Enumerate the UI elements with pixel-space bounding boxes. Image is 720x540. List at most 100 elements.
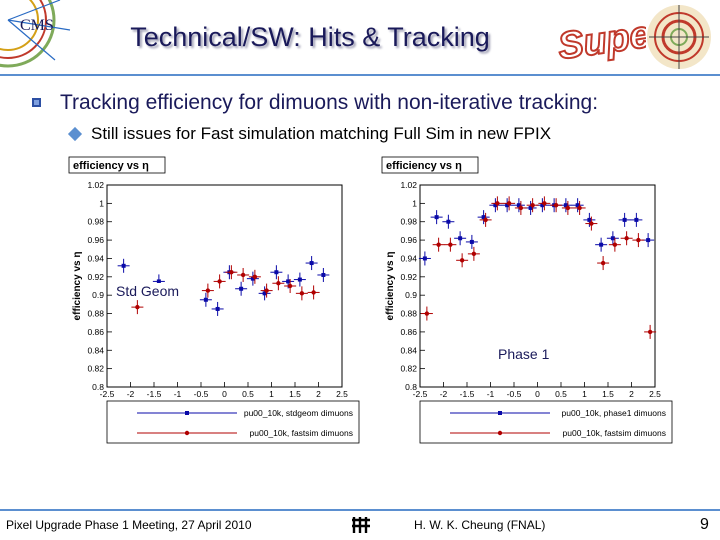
marker-square bbox=[203, 297, 208, 302]
y-tick-label: 1.02 bbox=[400, 180, 417, 190]
data-point bbox=[246, 271, 259, 286]
chart-title: efficiency vs η bbox=[73, 160, 149, 172]
data-point bbox=[550, 198, 563, 213]
marker-square bbox=[286, 279, 291, 284]
marker-circle bbox=[600, 260, 606, 266]
data-point bbox=[293, 272, 306, 287]
y-tick-label: 0.8 bbox=[92, 382, 104, 392]
marker-circle bbox=[135, 304, 140, 310]
marker-circle bbox=[276, 281, 281, 286]
data-point bbox=[270, 265, 283, 280]
x-tick-label: 0 bbox=[535, 389, 540, 399]
x-tick-label: 1.5 bbox=[602, 389, 614, 399]
marker-circle bbox=[448, 242, 453, 247]
data-point bbox=[248, 269, 261, 284]
data-point bbox=[467, 246, 480, 261]
data-point bbox=[305, 256, 318, 271]
marker-square bbox=[262, 291, 267, 296]
legend-marker bbox=[498, 411, 502, 415]
data-point bbox=[213, 274, 226, 289]
marker-square bbox=[274, 270, 279, 275]
x-tick-label: -2.5 bbox=[100, 389, 115, 399]
marker-circle bbox=[495, 201, 500, 206]
data-point bbox=[595, 237, 608, 252]
data-point bbox=[620, 231, 633, 246]
marker-square bbox=[599, 242, 604, 247]
plot-label-std-geom: Std Geom bbox=[116, 283, 180, 299]
marker-circle bbox=[636, 237, 641, 243]
marker-circle bbox=[553, 203, 559, 208]
bullet-sub-text: Still issues for Fast simulation matchin… bbox=[91, 124, 552, 143]
data-point bbox=[260, 283, 273, 298]
marker-square bbox=[434, 215, 439, 220]
data-point bbox=[583, 212, 596, 227]
legend-label: pu00_10k, stdgeom dimuons bbox=[244, 408, 353, 418]
y-tick-label: 0.84 bbox=[87, 345, 104, 355]
marker-square bbox=[505, 203, 510, 208]
marker-circle bbox=[205, 288, 211, 293]
marker-circle bbox=[471, 251, 477, 257]
chart-title-box: efficiency vs η bbox=[381, 156, 479, 174]
data-point bbox=[618, 212, 631, 227]
data-point bbox=[501, 198, 514, 213]
marker-square bbox=[309, 261, 314, 266]
marker-circle bbox=[264, 288, 269, 293]
marker-circle bbox=[624, 236, 629, 241]
x-tick-label: -2.5 bbox=[413, 389, 428, 399]
data-point bbox=[571, 198, 584, 213]
marker-circle bbox=[311, 290, 316, 295]
y-axis-label: efficiency vs η bbox=[72, 252, 83, 321]
footer-divider bbox=[0, 509, 720, 511]
title-divider bbox=[0, 74, 720, 76]
marker-square bbox=[215, 306, 220, 311]
x-tick-label: 2 bbox=[629, 389, 634, 399]
x-tick-label: -1 bbox=[487, 389, 495, 399]
marker-circle bbox=[530, 203, 535, 208]
data-point bbox=[272, 276, 285, 291]
efficiency-plot-svg: efficiency vs η efficiency vs η 0.8 0.82 0.8… bbox=[68, 156, 360, 444]
marker-circle bbox=[240, 272, 246, 278]
data-point bbox=[512, 198, 525, 213]
marker-square bbox=[422, 256, 427, 261]
marker-circle bbox=[217, 279, 222, 284]
x-tick-label: 2 bbox=[316, 389, 321, 399]
marker-square bbox=[156, 279, 161, 284]
y-tick-label: 0.82 bbox=[400, 364, 417, 374]
legend: pu00_10k, stdgeom dimuons pu00_10k, fasts… bbox=[106, 400, 360, 444]
marker-circle bbox=[424, 311, 430, 316]
bullet-main-text: Tracking efficiency for dimuons with non… bbox=[60, 91, 599, 114]
marker-square bbox=[610, 236, 615, 241]
marker-square bbox=[622, 217, 627, 222]
cms-logo-text: CMS bbox=[20, 17, 54, 34]
data-point bbox=[432, 237, 445, 252]
x-tick-label: -2 bbox=[440, 389, 448, 399]
x-tick-label: -1.5 bbox=[460, 389, 475, 399]
marker-circle bbox=[299, 291, 305, 296]
data-point bbox=[465, 234, 478, 249]
legend-label: pu00_10k, fastsim dimuons bbox=[563, 428, 666, 438]
y-tick-label: 0.86 bbox=[400, 327, 417, 337]
marker-square bbox=[528, 205, 533, 210]
chart-title-frame bbox=[68, 156, 166, 174]
data-point bbox=[479, 212, 492, 227]
y-tick-label: 0.98 bbox=[87, 217, 104, 227]
bullet-square-icon bbox=[32, 98, 41, 107]
y-tick-label: 0.82 bbox=[87, 364, 104, 374]
y-tick-label: 0.88 bbox=[400, 309, 417, 319]
marker-square bbox=[634, 217, 639, 222]
marker-square bbox=[297, 277, 302, 282]
x-tick-label: 0.5 bbox=[242, 389, 254, 399]
marker-square bbox=[493, 203, 498, 208]
data-point bbox=[420, 306, 433, 321]
marker-circle bbox=[647, 329, 653, 335]
marker-square bbox=[563, 203, 568, 208]
marker-circle bbox=[518, 205, 524, 211]
x-tick-label: -1 bbox=[174, 389, 182, 399]
x-tick-label: 2.5 bbox=[649, 389, 661, 399]
data-point bbox=[644, 324, 657, 339]
marker-square bbox=[321, 272, 326, 277]
marker-circle bbox=[252, 274, 258, 280]
marker-circle bbox=[459, 258, 465, 263]
footer-meeting: Pixel Upgrade Phase 1 Meeting, 27 April … bbox=[6, 518, 252, 532]
data-point bbox=[430, 210, 443, 225]
